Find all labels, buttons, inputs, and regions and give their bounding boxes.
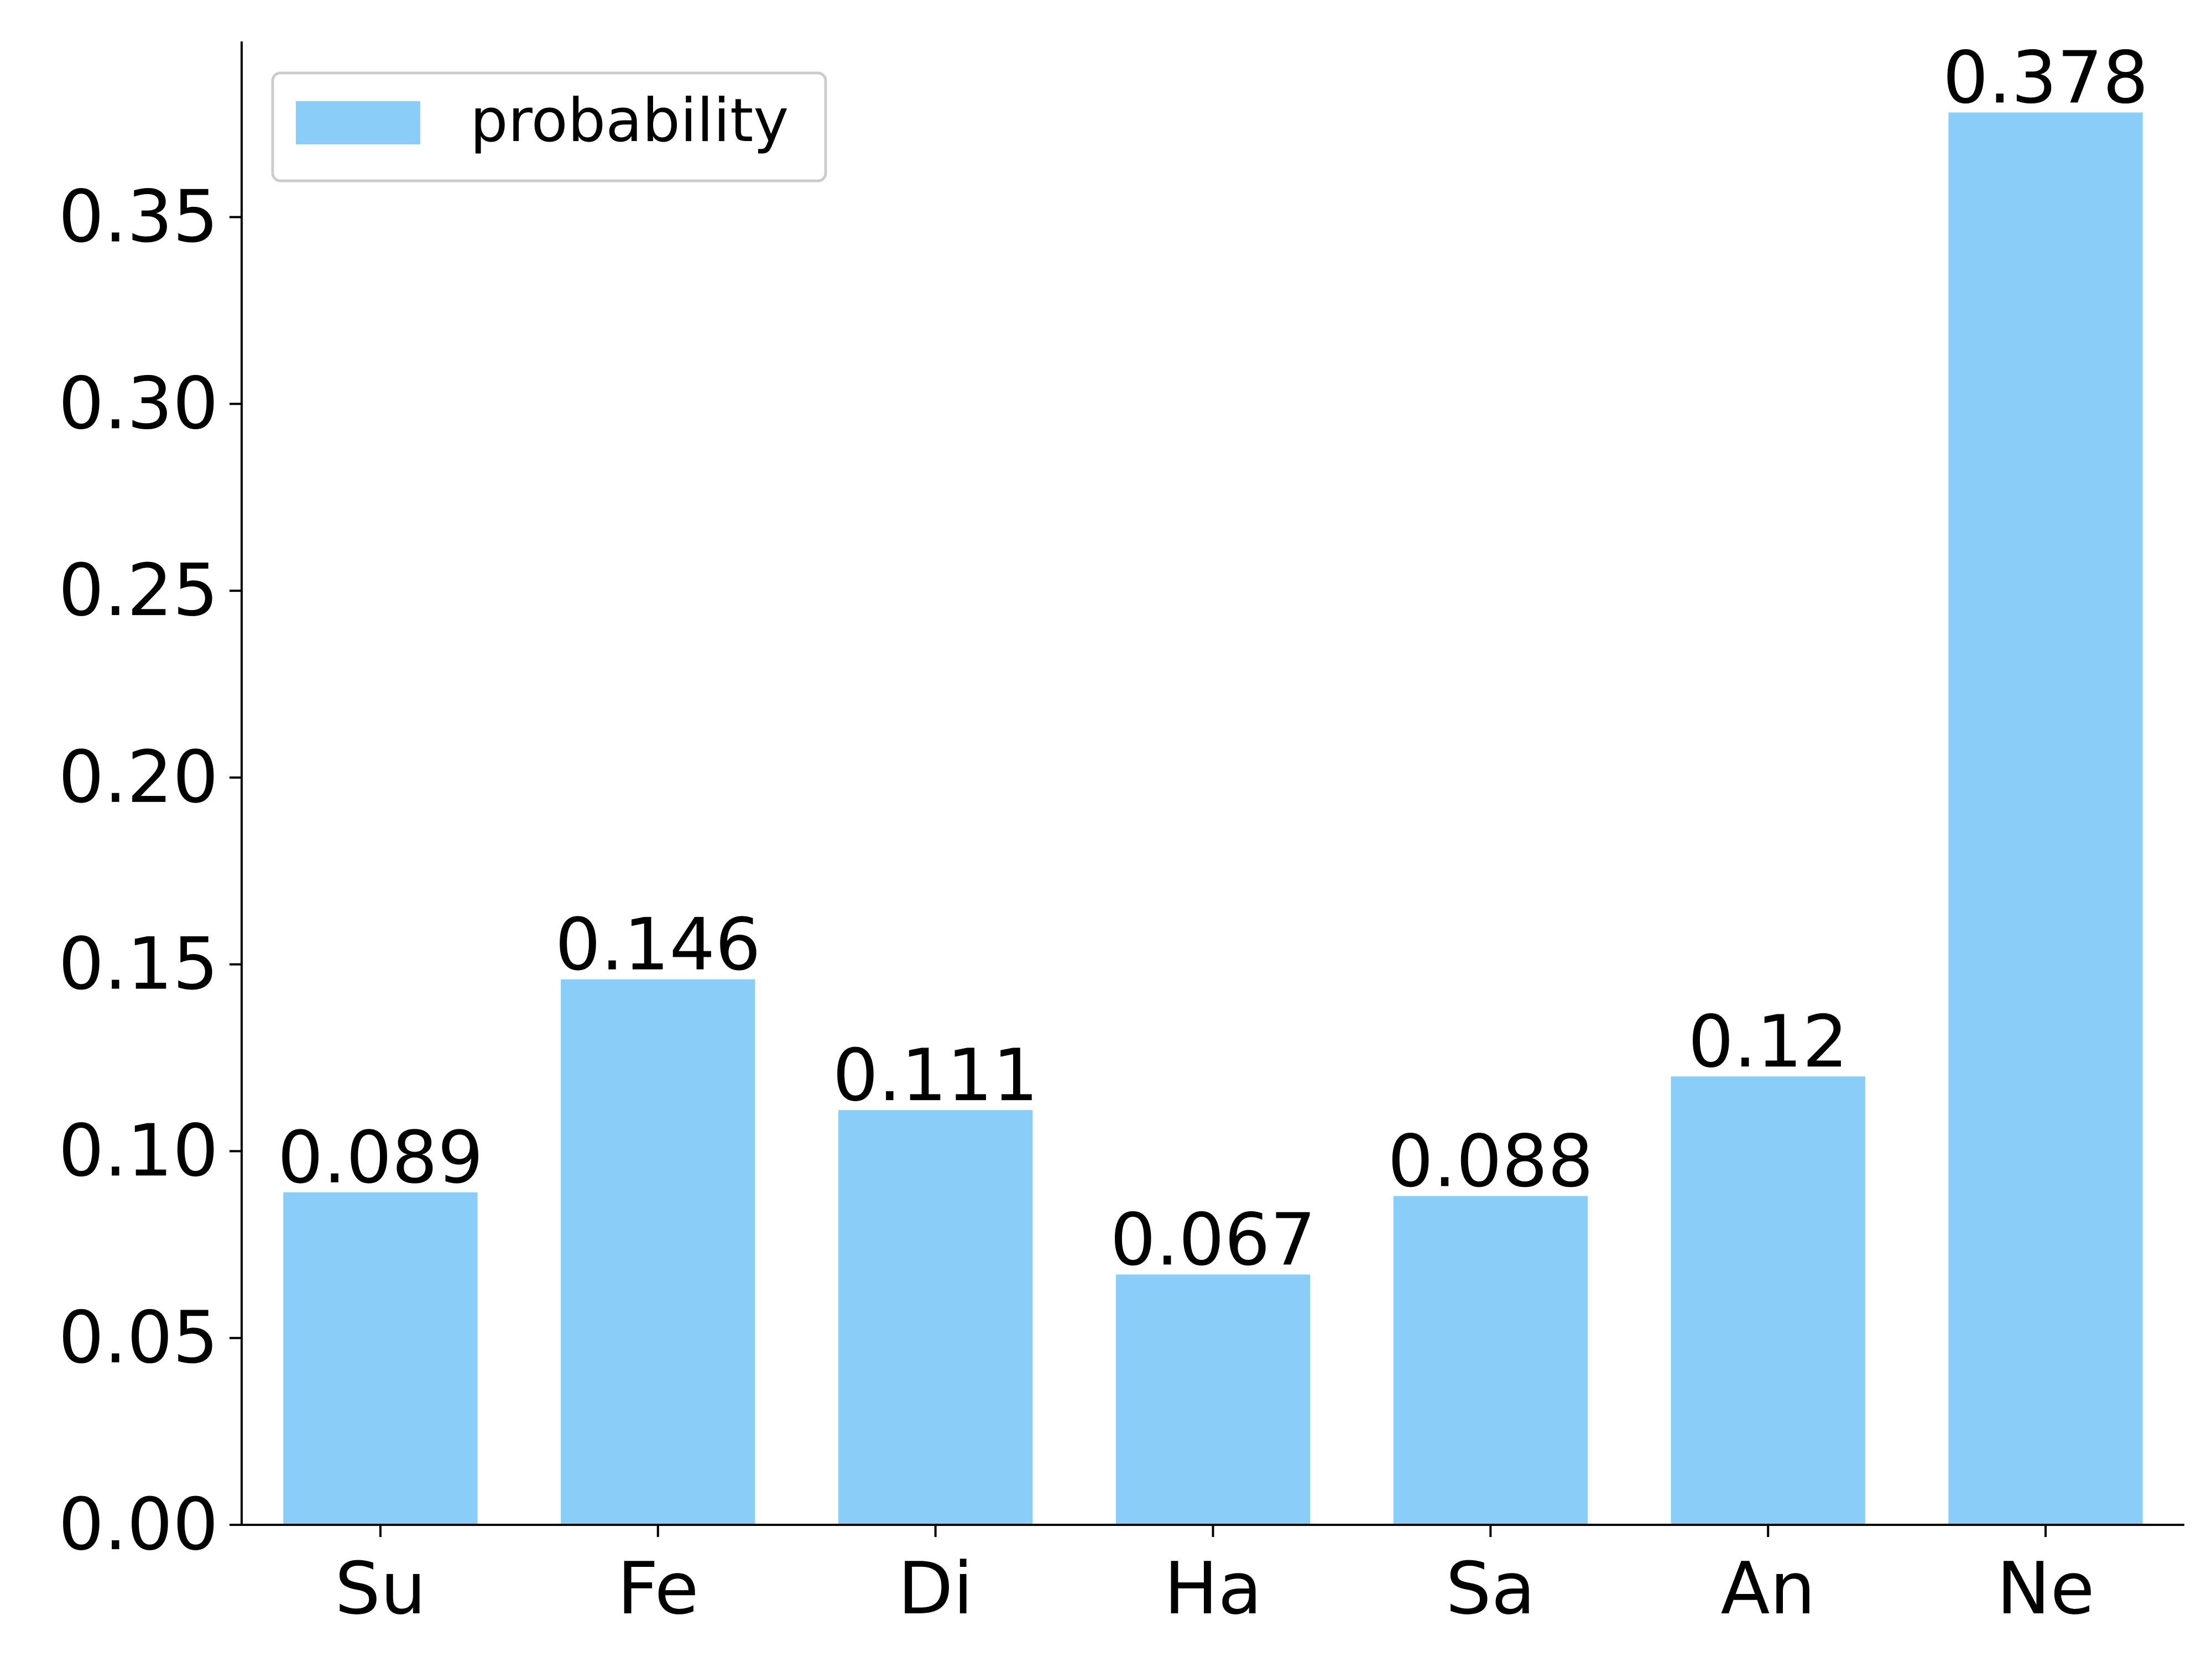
- y-tick-label: 0.05: [59, 1295, 218, 1379]
- x-tick-label-ne: Ne: [1996, 1546, 2094, 1630]
- bar-fe: [561, 979, 755, 1525]
- x-tick-label-sa: Sa: [1446, 1546, 1535, 1630]
- x-tick-label-di: Di: [898, 1546, 973, 1630]
- y-ticks-layer: 0.00 0.05 0.10 0.15 0.20 0.25 0.30 0.35: [59, 175, 242, 1566]
- x-tick-label-ha: Ha: [1164, 1546, 1262, 1630]
- bar-ha: [1115, 1274, 1311, 1525]
- y-tick-label: 0.15: [59, 922, 218, 1006]
- data-label-ne: 0.378: [1943, 35, 2148, 119]
- x-ticks-layer: Su Fe Di Ha Sa An Ne: [335, 1525, 2095, 1630]
- x-tick-label-su: Su: [335, 1546, 426, 1630]
- legend-box: [271, 71, 827, 183]
- bar-di: [838, 1110, 1033, 1525]
- bars-layer: [283, 112, 2143, 1525]
- y-tick-label: 0.35: [59, 175, 218, 259]
- y-tick-label: 0.30: [59, 361, 218, 445]
- data-label-ha: 0.067: [1110, 1197, 1316, 1281]
- y-tick-label: 0.20: [59, 735, 218, 819]
- data-label-fe: 0.146: [555, 903, 761, 987]
- data-label-su: 0.089: [278, 1116, 483, 1200]
- data-label-di: 0.111: [833, 1033, 1039, 1117]
- data-label-an: 0.12: [1688, 999, 1848, 1083]
- legend-swatch: [296, 101, 420, 144]
- bar-su: [283, 1192, 478, 1525]
- bar-sa: [1393, 1196, 1588, 1525]
- x-tick-label-fe: Fe: [617, 1546, 699, 1630]
- data-label-sa: 0.088: [1387, 1119, 1593, 1203]
- y-tick-label: 0.10: [59, 1108, 218, 1192]
- data-labels-layer: 0.089 0.146 0.111 0.067 0.088 0.12 0.378: [278, 35, 2148, 1281]
- bar-ne: [1948, 112, 2143, 1525]
- y-tick-label: 0.00: [59, 1482, 218, 1566]
- x-tick-label-an: An: [1721, 1546, 1815, 1630]
- legend-label: probability: [470, 86, 789, 155]
- bar-an: [1671, 1076, 1865, 1525]
- legend: probability: [271, 71, 827, 183]
- y-tick-label: 0.25: [59, 548, 218, 632]
